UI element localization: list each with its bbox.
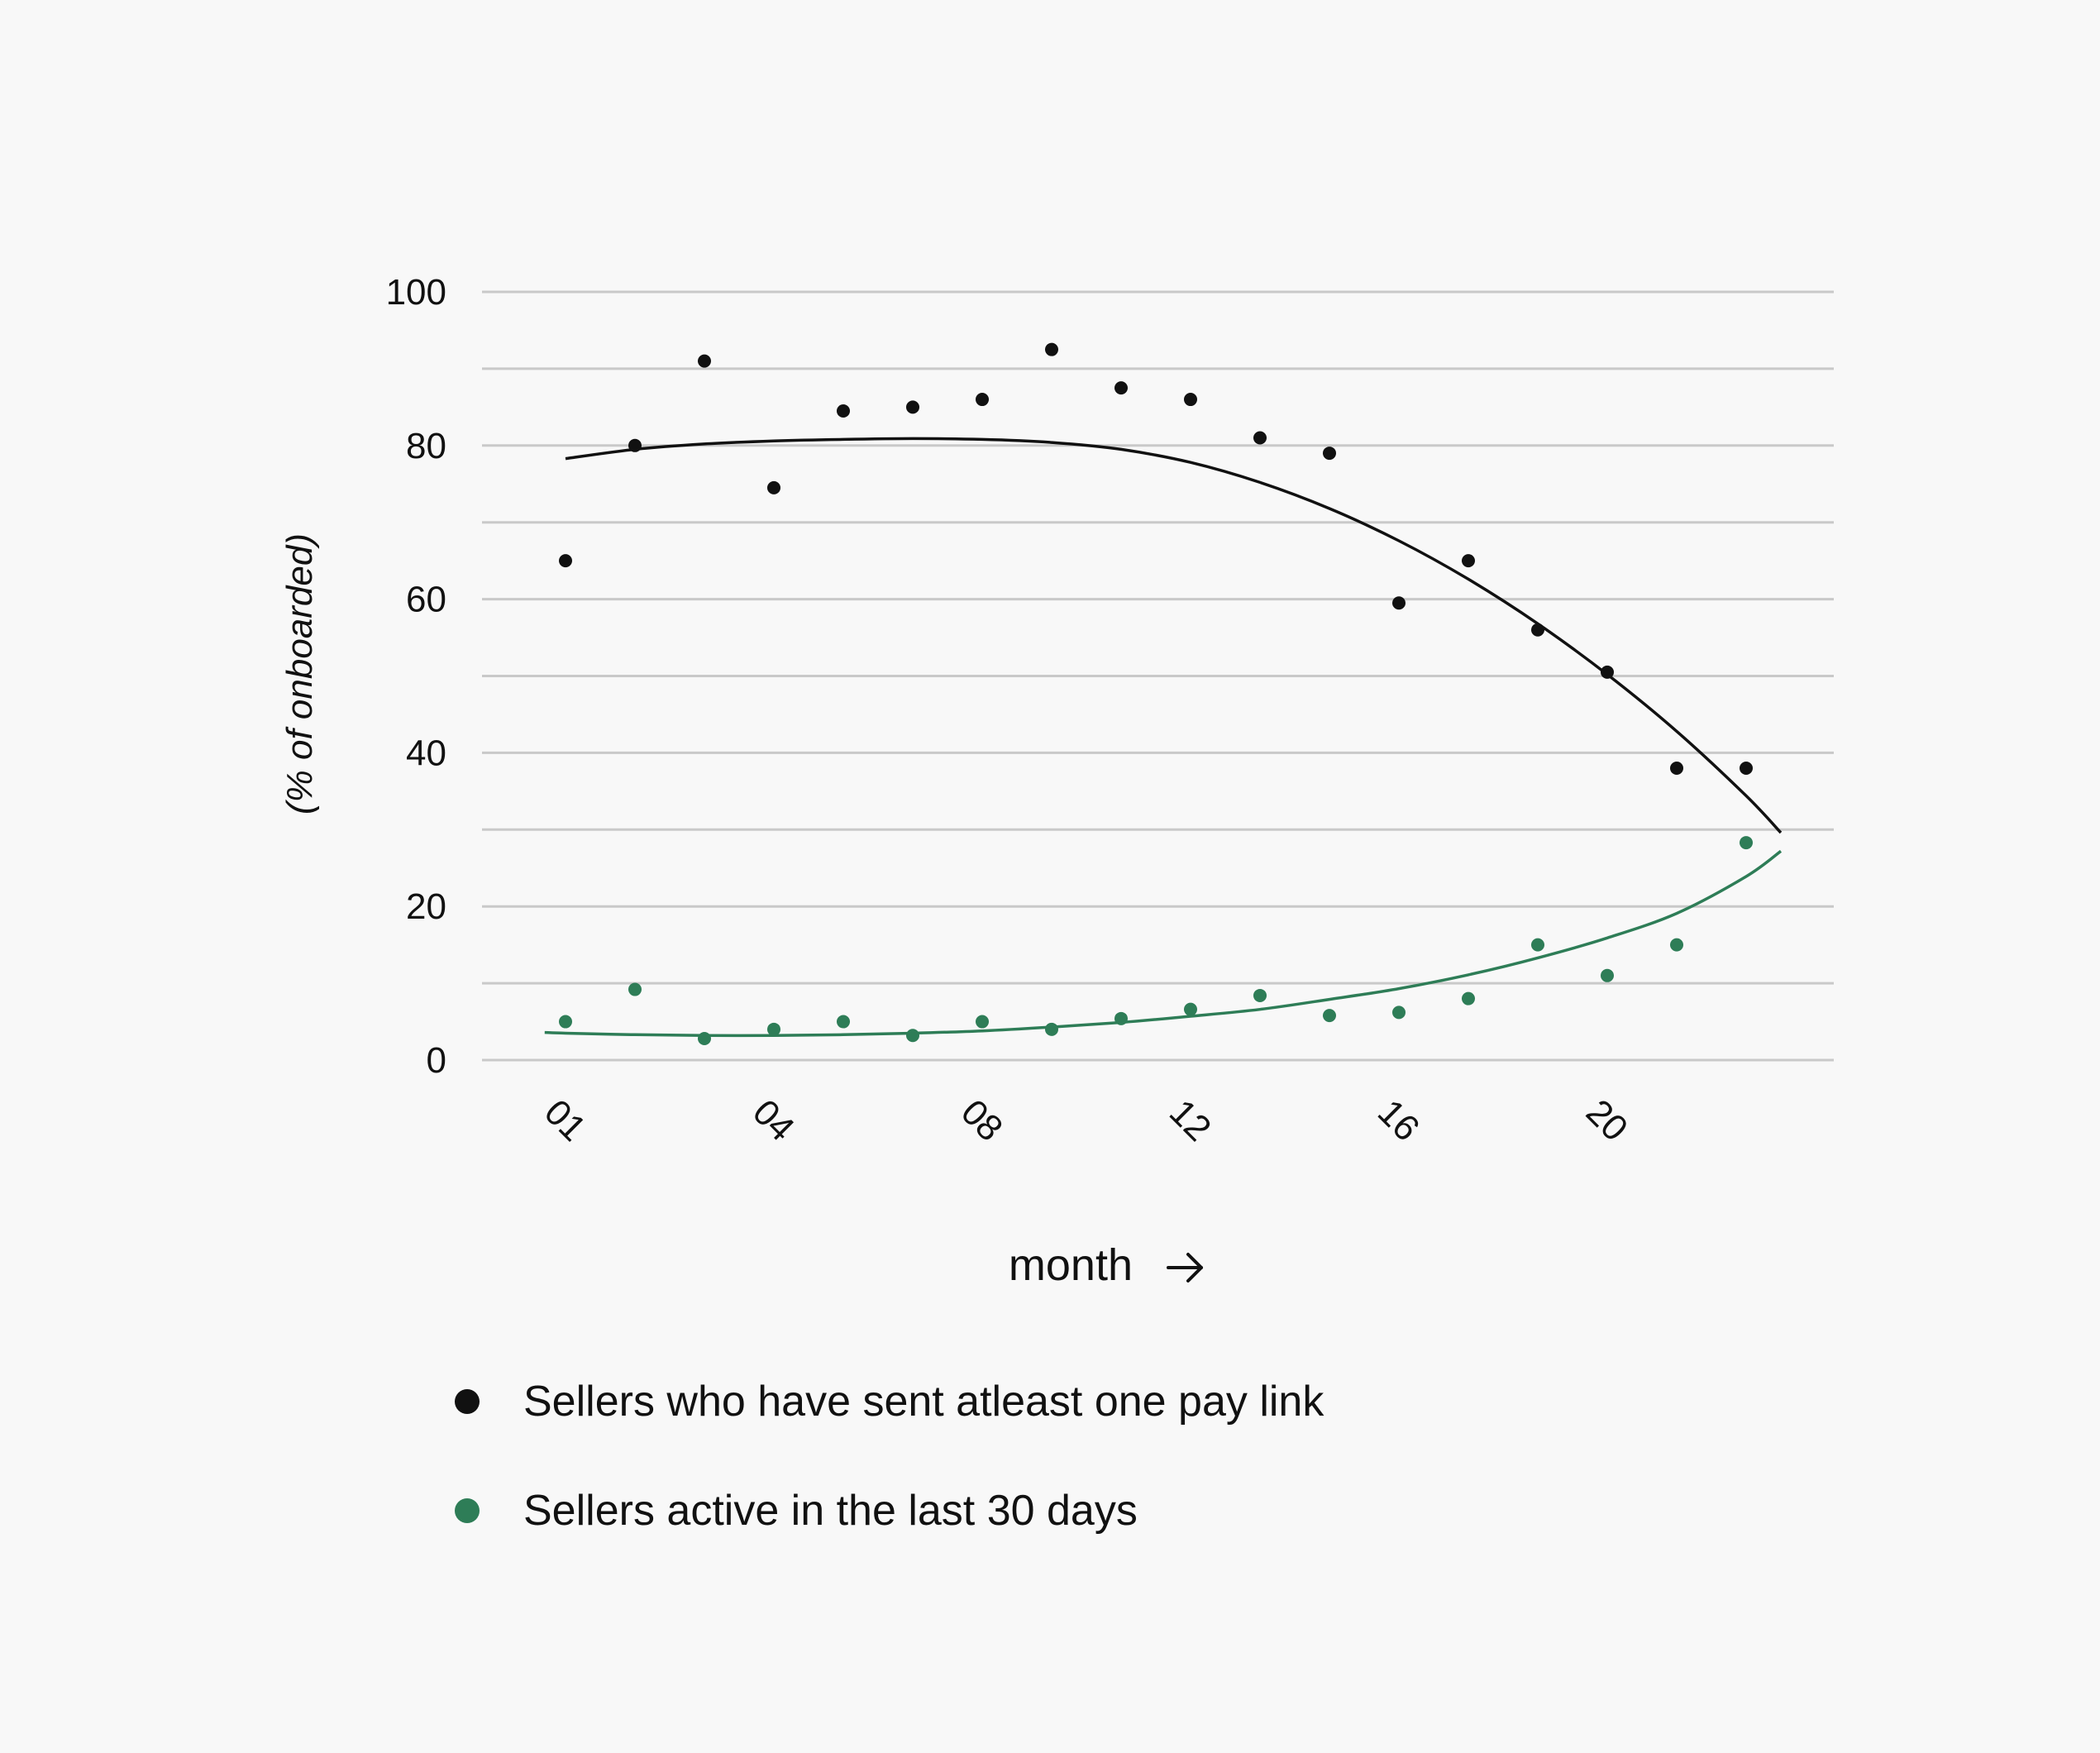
arrow-right-icon — [1167, 1253, 1203, 1283]
point-series-1-x18 — [1740, 836, 1753, 850]
point-series-0-x17 — [1670, 761, 1683, 775]
point-series-0-x3 — [698, 354, 711, 368]
x-axis-title: month — [1009, 1240, 1203, 1290]
x-tick-label-01: 01 — [537, 1091, 594, 1149]
y-tick-label-60: 60 — [406, 580, 446, 620]
legend-marker-active-sellers — [455, 1498, 480, 1523]
point-series-0-x14 — [1462, 554, 1475, 568]
trend-lines — [544, 437, 1783, 1038]
point-series-0-x5 — [837, 404, 850, 418]
y-tick-label-0: 0 — [427, 1040, 446, 1081]
x-tick-label-08: 08 — [953, 1091, 1010, 1149]
point-series-0-x12 — [1323, 447, 1336, 461]
point-series-1-x3 — [698, 1031, 711, 1045]
point-series-0-x6 — [906, 400, 919, 414]
grid-lines — [482, 290, 1834, 1062]
point-series-1-x17 — [1670, 938, 1683, 952]
legend-label-pay-link: Sellers who have sent atleast one pay li… — [523, 1378, 1324, 1426]
legend-item-active-sellers: Sellers active in the last 30 days — [455, 1487, 1138, 1535]
y-tick-label-80: 80 — [406, 426, 446, 466]
point-series-1-x12 — [1323, 1009, 1336, 1023]
x-tick-labels: 01 04 08 12 16 20 — [537, 1091, 1635, 1149]
point-series-0-x18 — [1740, 761, 1753, 775]
point-series-0-x7 — [976, 393, 989, 407]
point-series-0-x16 — [1601, 665, 1614, 679]
x-tick-label-16: 16 — [1370, 1091, 1427, 1149]
point-series-0-x8 — [1045, 342, 1058, 356]
point-series-1-x11 — [1253, 988, 1267, 1002]
point-series-0-x11 — [1253, 431, 1267, 445]
point-series-1-x1 — [559, 1015, 572, 1029]
point-series-1-x16 — [1601, 968, 1614, 982]
point-series-1-x8 — [1045, 1022, 1058, 1036]
point-series-0-x10 — [1184, 393, 1197, 407]
x-axis-label: month — [1009, 1240, 1133, 1290]
x-tick-label-12: 12 — [1162, 1091, 1219, 1149]
legend-item-pay-link: Sellers who have sent atleast one pay li… — [455, 1378, 1324, 1426]
point-series-1-x9 — [1114, 1011, 1128, 1025]
point-series-0-x15 — [1531, 623, 1544, 637]
point-series-0-x2 — [628, 438, 642, 452]
legend-marker-pay-link — [455, 1389, 480, 1414]
point-series-1-x2 — [628, 982, 642, 996]
x-tick-label-20: 20 — [1578, 1091, 1635, 1149]
point-series-1-x15 — [1531, 938, 1544, 952]
legend-label-active-sellers: Sellers active in the last 30 days — [523, 1487, 1138, 1535]
point-series-0-x4 — [767, 480, 780, 494]
trend-line-series-0 — [565, 437, 1783, 834]
y-tick-label-40: 40 — [406, 733, 446, 773]
data-points — [559, 342, 1753, 1045]
y-axis-label: (% of onboarded) — [279, 533, 320, 814]
legend: Sellers who have sent atleast one pay li… — [455, 1378, 1324, 1535]
point-series-1-x6 — [906, 1029, 919, 1043]
point-series-1-x7 — [976, 1015, 989, 1029]
point-series-0-x9 — [1114, 381, 1128, 395]
point-series-1-x13 — [1392, 1005, 1406, 1020]
point-series-1-x10 — [1184, 1002, 1197, 1016]
point-series-1-x14 — [1462, 991, 1475, 1005]
trend-line-series-1 — [544, 849, 1783, 1038]
y-tick-label-20: 20 — [406, 886, 446, 927]
point-series-0-x1 — [559, 554, 572, 568]
y-tick-labels: 0 20 40 60 80 100 — [386, 272, 446, 1081]
y-tick-label-100: 100 — [386, 272, 446, 313]
point-series-1-x4 — [767, 1022, 780, 1036]
x-tick-label-04: 04 — [745, 1091, 802, 1149]
point-series-0-x13 — [1392, 596, 1406, 610]
point-series-1-x5 — [837, 1015, 850, 1029]
